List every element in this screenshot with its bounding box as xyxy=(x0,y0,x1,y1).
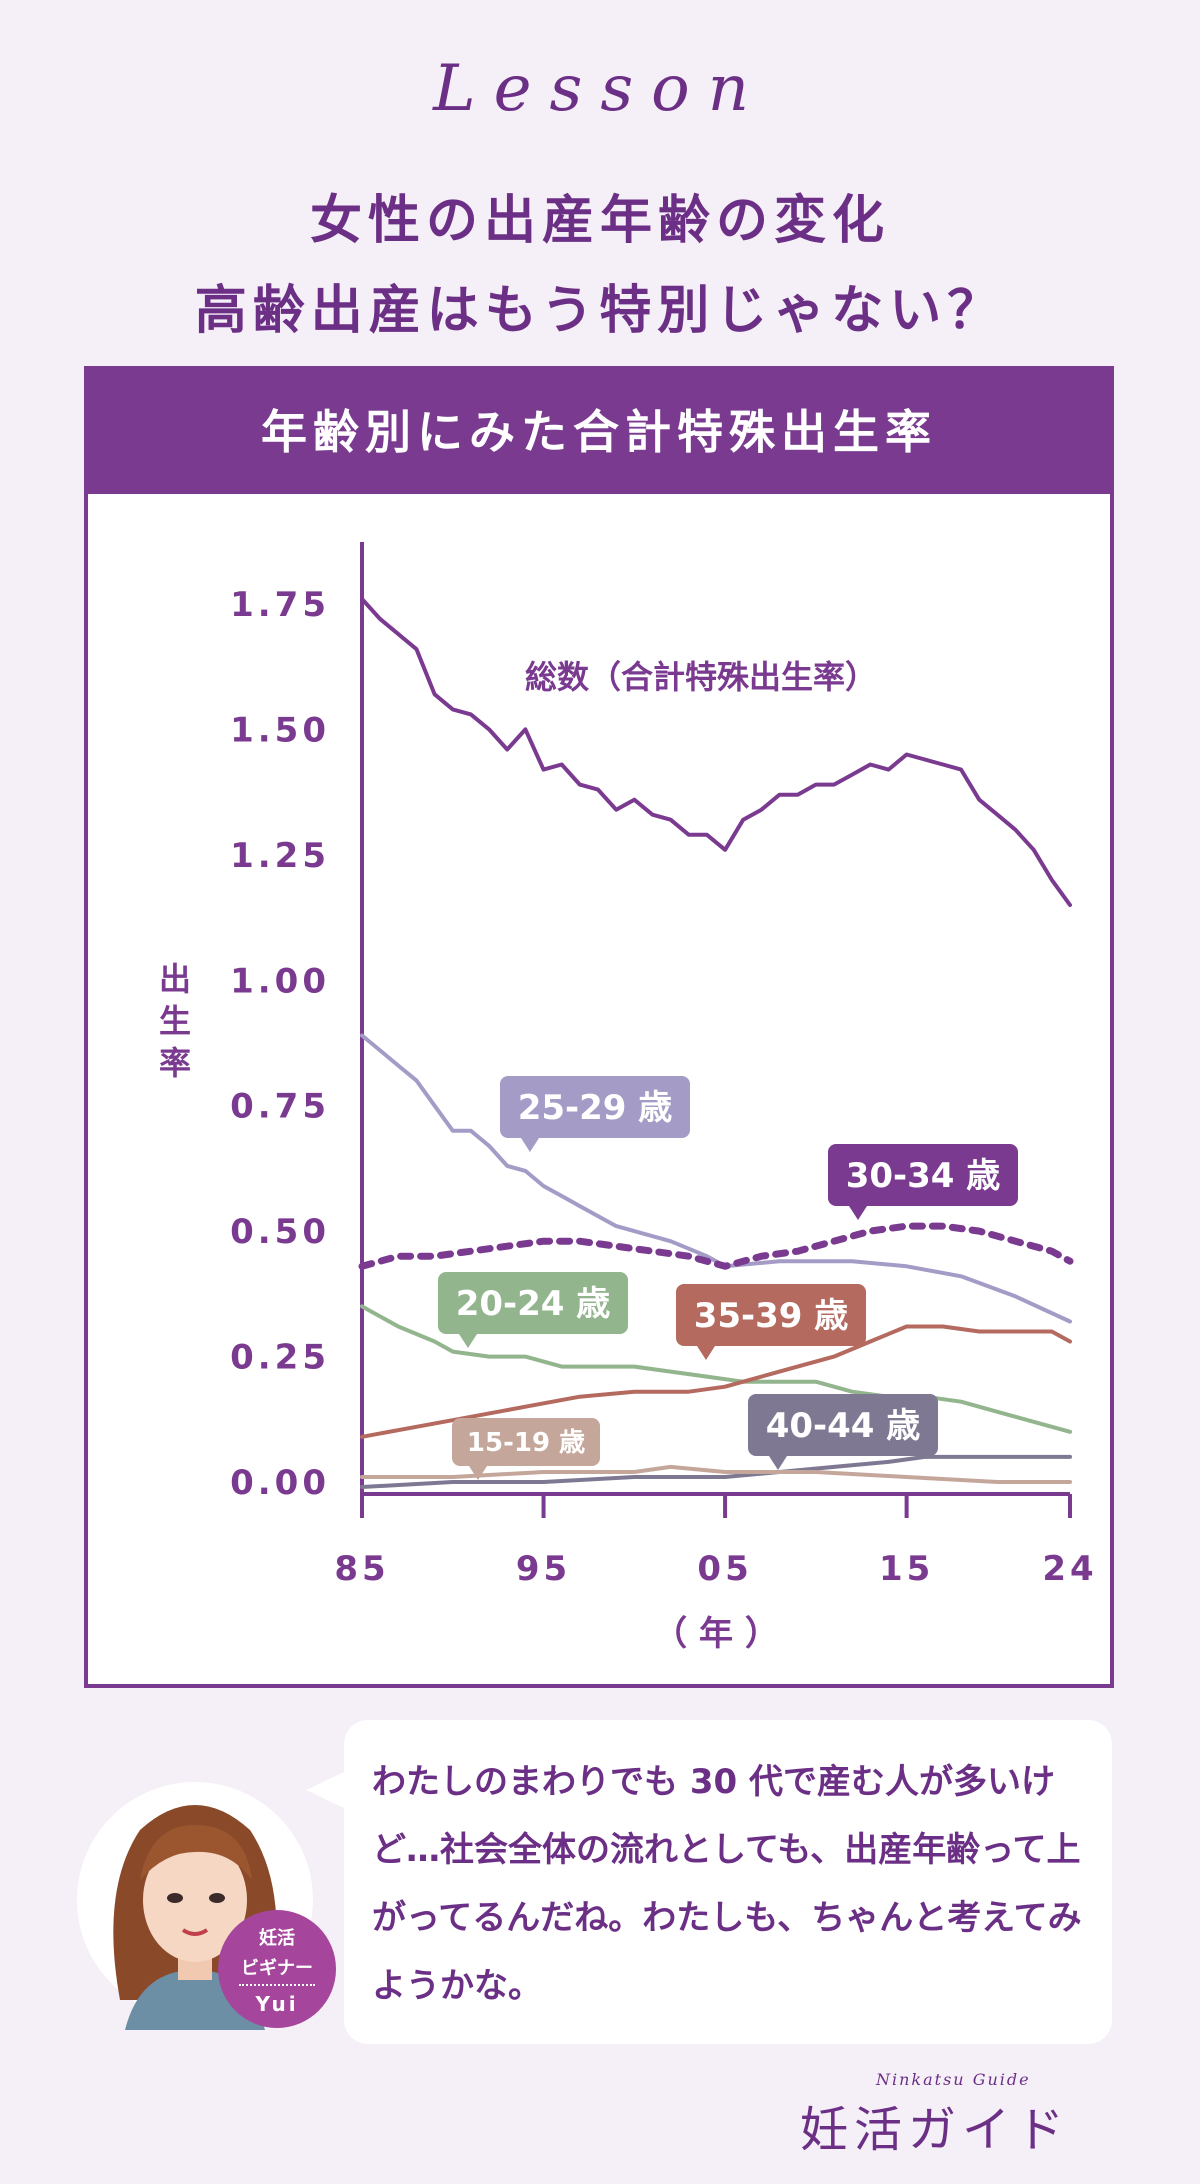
y-tick-label: 1.75 xyxy=(230,585,330,625)
series-label-text: 30-34 歳 xyxy=(846,1156,1001,1196)
series-label-box xyxy=(748,1394,938,1456)
series-line-4 xyxy=(360,1324,1072,1439)
logo: 妊活ガイド xyxy=(800,2102,1071,2158)
series-line-0 xyxy=(360,597,1072,907)
series-line-2 xyxy=(358,1222,1074,1270)
lesson-label: Lesson xyxy=(433,52,767,126)
x-tick-label: 95 xyxy=(516,1549,571,1589)
series-label-pointer xyxy=(469,1466,487,1480)
series-label-text: 40-44 歳 xyxy=(766,1406,921,1446)
y-tick-label: 1.25 xyxy=(230,836,330,876)
x-axis-label: （ 年 ） xyxy=(653,1614,779,1654)
series-label-pointer xyxy=(521,1138,539,1152)
series-label-pointer xyxy=(697,1346,715,1360)
series-label-pointer xyxy=(849,1206,867,1220)
page-title-line2: 高齢出産はもう特別じゃない？ xyxy=(194,281,1006,341)
y-tick-label: 1.50 xyxy=(230,710,330,750)
speech-bubble-tail xyxy=(306,1770,348,1810)
series-label-pointer xyxy=(459,1334,477,1348)
series-line-1 xyxy=(360,1033,1072,1324)
series-label-box xyxy=(500,1076,690,1138)
annotation-total: 総数（合計特殊出生率） xyxy=(525,658,877,696)
series-label-text: 15-19 歳 xyxy=(467,1428,585,1458)
series-label-box xyxy=(452,1418,600,1466)
series-line-6 xyxy=(360,1464,1072,1484)
y-tick-label: 0.00 xyxy=(230,1463,330,1503)
series-label-text: 35-39 歳 xyxy=(694,1296,849,1336)
series-label-box xyxy=(438,1272,628,1334)
y-axis-label-char: 率 xyxy=(158,1044,191,1082)
y-tick-label: 0.25 xyxy=(230,1338,330,1378)
badge-divider xyxy=(239,1984,315,1986)
badge-line1: 妊活 xyxy=(259,1928,295,1949)
series-label-box xyxy=(676,1284,866,1346)
y-axis-label-char: 出 xyxy=(158,960,191,998)
series-label-text: 25-29 歳 xyxy=(518,1088,673,1128)
y-axis-label: 出生率 xyxy=(150,958,200,1084)
page-title-line1: 女性の出産年齢の変化 xyxy=(309,191,890,251)
y-axis-label-char: 生 xyxy=(158,1002,191,1040)
chart-title: 年齢別にみた合計特殊出生率 xyxy=(88,370,1110,494)
x-tick-label: 85 xyxy=(334,1549,389,1589)
y-tick-label: 0.50 xyxy=(230,1212,330,1252)
logo-subtitle: Ninkatsu Guide xyxy=(876,2070,1031,2089)
x-tick-label: 15 xyxy=(879,1549,934,1589)
series-label-box xyxy=(828,1144,1018,1206)
x-tick-label: 24 xyxy=(1042,1549,1097,1589)
speech-bubble: わたしのまわりでも 30 代で産む人が多いけど…社会全体の流れとしても、出産年齢… xyxy=(344,1720,1112,2044)
x-tick-label: 05 xyxy=(697,1549,752,1589)
series-label-pointer xyxy=(769,1456,787,1470)
y-tick-label: 0.75 xyxy=(230,1087,330,1127)
comment-text: わたしのまわりでも 30 代で産む人が多いけど…社会全体の流れとしても、出産年齢… xyxy=(372,1762,1082,2006)
badge-name: Yui xyxy=(255,1992,299,2016)
fertility-chart: 0.00 0.25 0.50 0.75 1.00 1.25 1.50 1.75 85 95 05 15… xyxy=(230,542,1097,1654)
series-line-3 xyxy=(360,1304,1072,1434)
user-badge: 妊活 ビギナー Yui xyxy=(218,1910,336,2028)
badge-line2: ビギナー xyxy=(241,1958,313,1979)
series-label-text: 20-24 歳 xyxy=(456,1284,611,1324)
chart-panel: 年齢別にみた合計特殊出生率 xyxy=(84,366,1114,1688)
y-tick-label: 1.00 xyxy=(230,961,330,1001)
